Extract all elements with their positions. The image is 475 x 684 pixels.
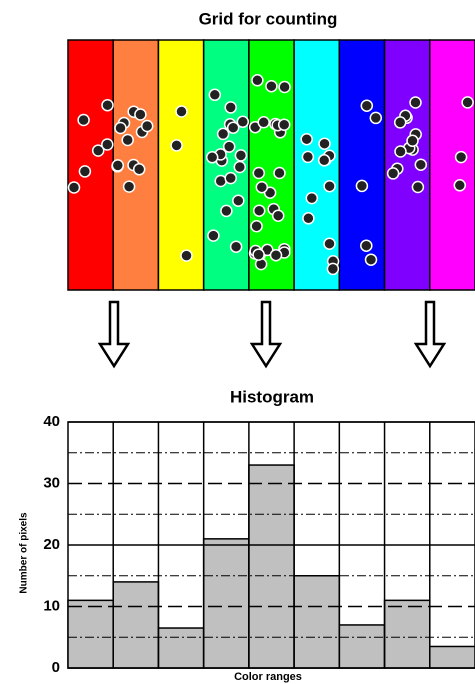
pixel-dot [251, 221, 262, 232]
pixel-dot [79, 166, 90, 177]
pixel-dot [366, 254, 377, 265]
pixel-dot [225, 173, 236, 184]
bar [294, 576, 339, 668]
pixel-dot [102, 100, 113, 111]
bar [204, 539, 249, 668]
page: Grid for counting Histogram Number of pi… [0, 0, 475, 684]
bar [430, 646, 475, 668]
color-stripe [68, 40, 113, 290]
pixel-dot [208, 230, 219, 241]
color-stripe [430, 40, 475, 290]
pixel-dot [274, 168, 285, 179]
pixel-dot [235, 150, 246, 161]
pixel-dot [271, 250, 282, 261]
pixel-dot [327, 263, 338, 274]
y-tick-label: 10 [43, 597, 60, 614]
arrow [100, 302, 128, 366]
color-stripe [158, 40, 203, 290]
arrow [252, 302, 280, 366]
pixel-dot [456, 152, 467, 163]
pixel-dot [388, 168, 399, 179]
pixel-dot [134, 164, 145, 175]
bar [113, 582, 158, 668]
pixel-dot [395, 117, 406, 128]
pixel-dot [301, 134, 312, 145]
pixel-dot [361, 240, 372, 251]
pixel-dot [233, 195, 244, 206]
pixel-dot [324, 181, 335, 192]
y-axis-label: Number of pixels [19, 512, 30, 594]
pixel-dot [221, 205, 232, 216]
pixel-dot [462, 97, 473, 108]
pixel-dot [361, 100, 372, 111]
bar [68, 600, 113, 668]
pixel-dot [324, 238, 335, 249]
y-tick-label: 30 [43, 474, 60, 491]
pixel-dot [237, 116, 248, 127]
color-stripe [339, 40, 384, 290]
pixel-dot [302, 151, 313, 162]
pixel-dot [78, 115, 89, 126]
pixel-dot [252, 75, 263, 86]
pixel-dot [319, 138, 330, 149]
pixel-dot [253, 168, 264, 179]
pixel-dot [370, 112, 381, 123]
pixel-dot [356, 180, 367, 191]
pixel-dot [273, 210, 284, 221]
pixel-dot [410, 97, 421, 108]
chart-title: Histogram [230, 387, 314, 406]
pixel-dot [207, 152, 218, 163]
grid-title: Grid for counting [199, 9, 338, 28]
x-axis-label: Color ranges [234, 671, 302, 683]
pixel-dot [69, 182, 80, 193]
pixel-dot [454, 180, 465, 191]
pixel-dot [122, 135, 133, 146]
pixel-dot [225, 102, 236, 113]
bar [385, 600, 430, 668]
pixel-dot [256, 182, 267, 193]
pixel-dot [407, 135, 418, 146]
y-tick-label: 20 [43, 536, 60, 553]
pixel-dot [135, 109, 146, 120]
pixel-dot [266, 81, 277, 92]
arrow [416, 302, 444, 366]
pixel-dot [102, 139, 113, 150]
pixel-dot [253, 249, 264, 260]
pixel-dot [115, 123, 126, 134]
pixel-dot [306, 193, 317, 204]
pixel-dot [412, 182, 423, 193]
pixel-dot [124, 181, 135, 192]
pixel-dot [231, 241, 242, 252]
pixel-dot [176, 106, 187, 117]
pixel-dot [218, 128, 229, 139]
pixel-dot [171, 140, 182, 151]
pixel-dot [303, 213, 314, 224]
pixel-dot [258, 117, 269, 128]
pixel-dot [395, 146, 406, 157]
pixel-dot [209, 89, 220, 100]
plot-area: 0 10 20 30 40 [43, 413, 475, 676]
y-tick-label: 0 [52, 659, 60, 676]
pixel-dot [279, 82, 290, 93]
arrows [100, 302, 444, 366]
y-tick-label: 40 [43, 413, 60, 430]
pixel-dot [142, 121, 153, 132]
pixel-dot [279, 119, 290, 130]
pixel-dot [181, 250, 192, 261]
bar [158, 628, 203, 668]
bar [339, 625, 384, 668]
pixel-dot [234, 162, 245, 173]
pixel-dot [415, 159, 426, 170]
figure: Grid for counting Histogram Number of pi… [0, 0, 475, 684]
pixel-dot [254, 205, 265, 216]
pixel-dot [319, 155, 330, 166]
pixel-dot [112, 160, 123, 171]
color-stripe [294, 40, 339, 290]
